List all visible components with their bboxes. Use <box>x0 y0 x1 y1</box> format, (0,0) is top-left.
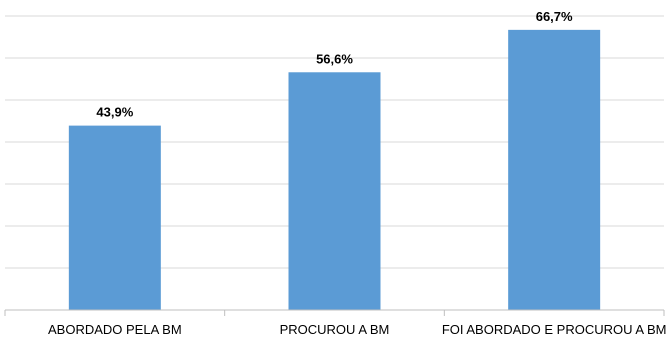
category-label: FOI ABORDADO E PROCUROU A BM <box>442 322 666 337</box>
bar <box>508 29 601 311</box>
data-label: 43,9% <box>96 105 133 120</box>
bar <box>288 72 381 310</box>
bars <box>68 29 601 311</box>
category-label: PROCUROU A BM <box>280 322 390 337</box>
data-label: 56,6% <box>316 51 353 66</box>
data-labels: 43,9% 56,6% 66,7% <box>96 9 573 120</box>
category-label: ABORDADO PELA BM <box>48 322 182 337</box>
category-labels: ABORDADO PELA BM PROCUROU A BM FOI ABORDAD… <box>48 322 666 337</box>
x-axis <box>4 309 665 316</box>
bar <box>68 125 161 311</box>
data-label: 66,7% <box>536 9 573 24</box>
